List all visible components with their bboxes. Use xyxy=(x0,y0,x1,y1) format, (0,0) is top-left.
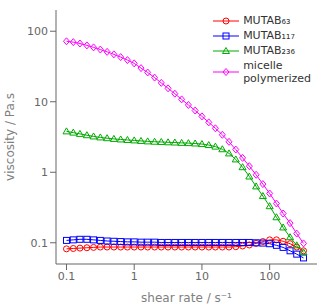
svg-text:shear rate / s⁻¹: shear rate / s⁻¹ xyxy=(141,291,232,305)
svg-text:0.1: 0.1 xyxy=(31,237,49,250)
svg-text:100: 100 xyxy=(27,25,48,38)
svg-text:0.1: 0.1 xyxy=(58,270,76,283)
svg-text:1: 1 xyxy=(41,166,48,179)
html-text:micelle: micelle xyxy=(243,59,283,72)
svg-text:viscosity / Pa.s: viscosity / Pa.s xyxy=(8,93,17,181)
svg-text:1: 1 xyxy=(131,270,138,283)
svg-text:10: 10 xyxy=(195,270,209,283)
html-text:polymerized: polymerized xyxy=(243,72,311,85)
html-text:MUTAB₆₃: MUTAB₆₃ xyxy=(243,14,291,27)
svg-text:100: 100 xyxy=(259,270,280,283)
html-text:MUTAB₂₃₆: MUTAB₂₃₆ xyxy=(243,44,295,57)
html-text:MUTAB₁₁₇: MUTAB₁₁₇ xyxy=(243,29,295,42)
svg-text:10: 10 xyxy=(34,96,48,109)
